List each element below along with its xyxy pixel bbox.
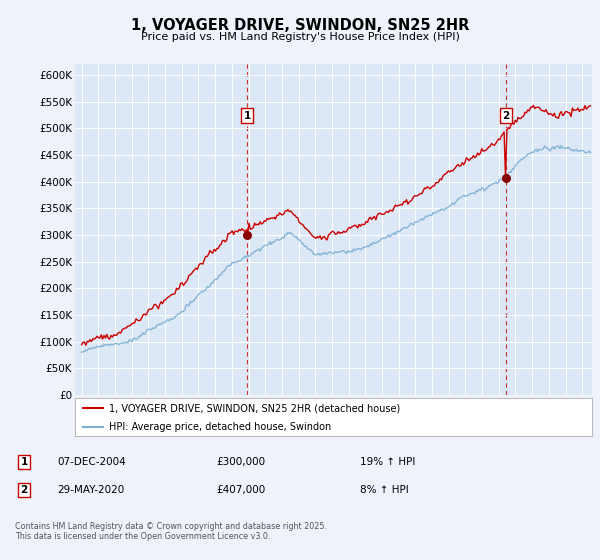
Text: 29-MAY-2020: 29-MAY-2020	[57, 485, 124, 495]
Point	[501, 174, 511, 183]
Text: Price paid vs. HM Land Registry's House Price Index (HPI): Price paid vs. HM Land Registry's House …	[140, 32, 460, 43]
Text: 1: 1	[20, 457, 28, 467]
Point	[242, 231, 252, 240]
Text: 2: 2	[20, 485, 28, 495]
Text: 19% ↑ HPI: 19% ↑ HPI	[360, 457, 415, 467]
Text: 1, VOYAGER DRIVE, SWINDON, SN25 2HR (detached house): 1, VOYAGER DRIVE, SWINDON, SN25 2HR (det…	[109, 403, 400, 413]
Text: 07-DEC-2004: 07-DEC-2004	[57, 457, 126, 467]
Text: 1, VOYAGER DRIVE, SWINDON, SN25 2HR: 1, VOYAGER DRIVE, SWINDON, SN25 2HR	[131, 18, 469, 33]
Text: 8% ↑ HPI: 8% ↑ HPI	[360, 485, 409, 495]
Text: HPI: Average price, detached house, Swindon: HPI: Average price, detached house, Swin…	[109, 422, 331, 432]
Text: 2: 2	[502, 111, 509, 120]
Text: 1: 1	[244, 111, 251, 120]
Text: £300,000: £300,000	[216, 457, 265, 467]
Text: £407,000: £407,000	[216, 485, 265, 495]
Text: Contains HM Land Registry data © Crown copyright and database right 2025.
This d: Contains HM Land Registry data © Crown c…	[15, 522, 327, 542]
